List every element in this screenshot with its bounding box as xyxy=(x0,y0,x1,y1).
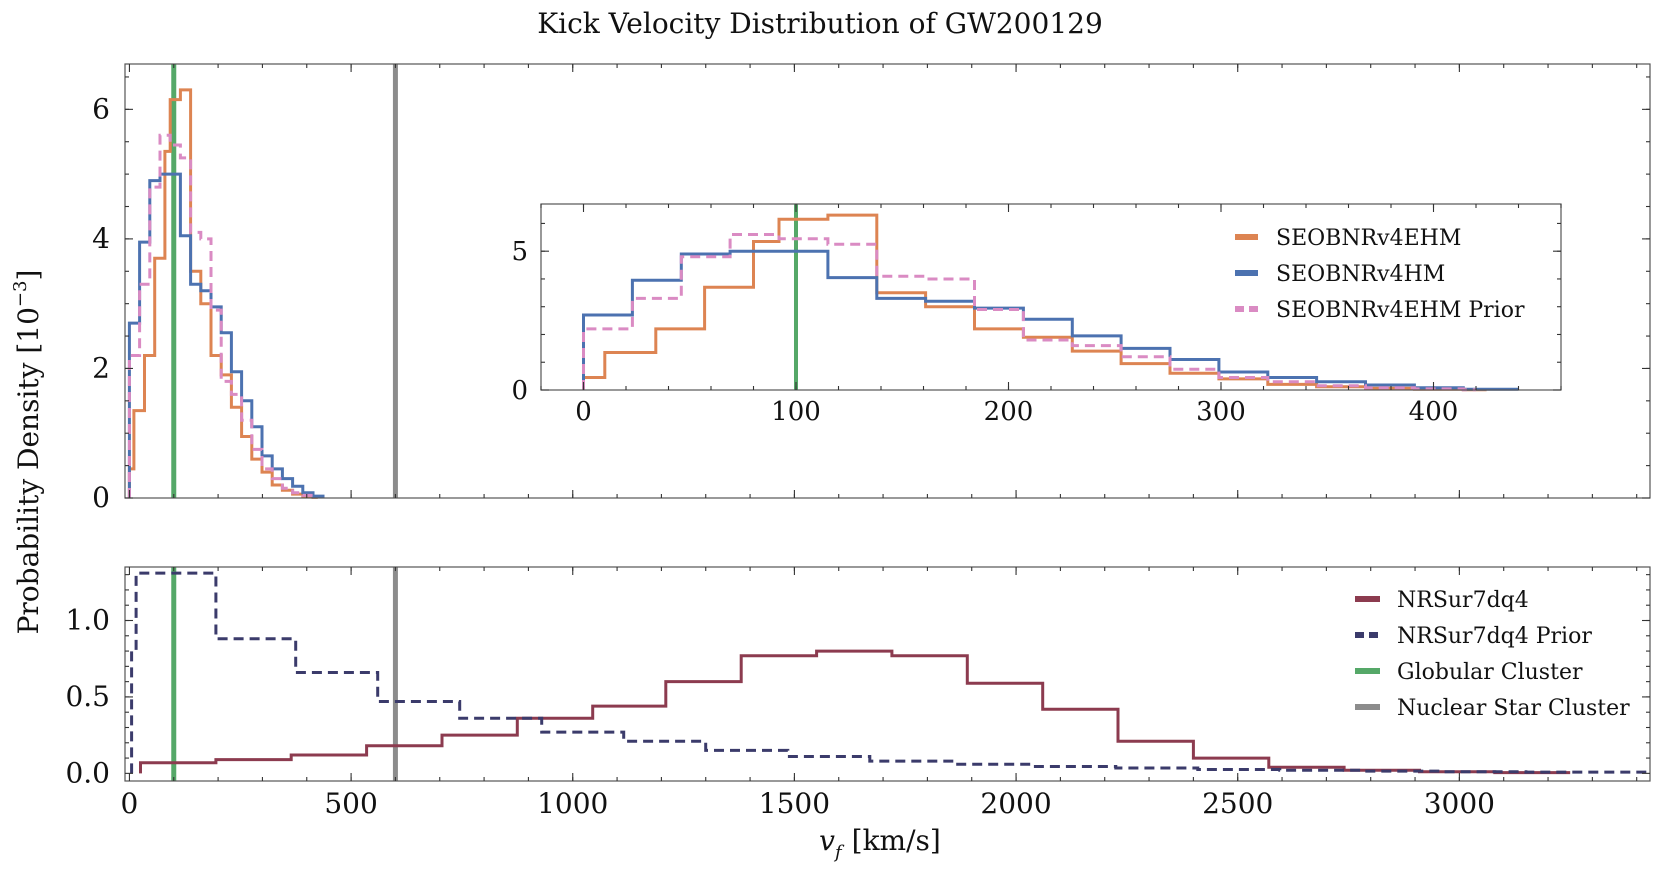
bottom-xtick-label: 2000 xyxy=(980,787,1051,820)
inset-ytick-label: 5 xyxy=(511,237,528,267)
inset-xtick-label: 100 xyxy=(771,397,821,427)
top-panel-frame xyxy=(124,63,1651,499)
bottom-xtick-label: 1000 xyxy=(537,787,608,820)
bottom-legend: NRSur7dq4 NRSur7dq4 Prior Globular Clust… xyxy=(1355,588,1630,721)
bottom-xtick-label: 500 xyxy=(324,787,377,820)
bottom-series-nrsur7dq4-prior xyxy=(130,571,1650,774)
inset-x-tick-labels: 0 100 200 300 400 xyxy=(575,397,1458,427)
inset-panel: 0 100 200 300 400 05 SEOBNRv4EHM SEOBNRv4HM … xyxy=(511,203,1562,427)
inset-xtick-label: 0 xyxy=(575,397,592,427)
inset-ticks xyxy=(540,204,1562,391)
bottom-xtick-label: 3000 xyxy=(1424,787,1495,820)
inset-xtick-label: 400 xyxy=(1409,397,1459,427)
bottom-xtick-label: 2500 xyxy=(1202,787,1273,820)
legend-label-globular-cluster: Globular Cluster xyxy=(1397,660,1583,685)
bottom-xtick-label: 0 xyxy=(121,787,139,820)
top-panel: 0 2 4 6 xyxy=(92,63,1651,514)
bottom-xtick-label: 1500 xyxy=(759,787,830,820)
top-panel-ticks xyxy=(125,64,1650,499)
y-axis-label-exponent: −3 xyxy=(10,281,31,308)
bottom-panel-ticks xyxy=(125,567,1650,781)
bottom-ytick-label: 0.5 xyxy=(65,680,110,713)
x-axis-label-subscript: f xyxy=(833,842,845,863)
inset-legend: SEOBNRv4EHM SEOBNRv4HM SEOBNRv4EHM Prior xyxy=(1235,226,1525,323)
bottom-series-nrsur7dq4 xyxy=(139,649,1571,775)
top-ytick-label: 2 xyxy=(92,351,110,384)
inset-series xyxy=(582,213,1519,392)
top-panel-y-tick-labels: 0 2 4 6 xyxy=(92,92,110,514)
inset-series-seobnrv4hm xyxy=(582,249,1519,391)
inset-background xyxy=(541,204,1561,390)
y-axis-label-main: Probability Density [10 xyxy=(12,307,45,634)
bottom-ytick-label: 0.0 xyxy=(65,756,110,789)
legend-label-nuclear-star-cluster: Nuclear Star Cluster xyxy=(1397,696,1630,721)
x-axis-label-main: v xyxy=(819,824,835,857)
top-series-seobnrv4ehm-prior xyxy=(127,133,316,499)
inset-xtick-label: 300 xyxy=(1196,397,1246,427)
top-panel-series xyxy=(127,88,325,499)
bottom-panel-series xyxy=(130,571,1650,775)
inset-xtick-label: 200 xyxy=(984,397,1034,427)
x-axis-label: vf [km/s] xyxy=(819,824,941,863)
top-ytick-label: 4 xyxy=(92,222,110,255)
top-ytick-label: 0 xyxy=(92,481,110,514)
legend-label-nrsur7dq4: NRSur7dq4 xyxy=(1397,588,1529,613)
top-panel-vertical-lines xyxy=(171,64,398,498)
chart-title: Kick Velocity Distribution of GW200129 xyxy=(537,7,1103,40)
x-axis-label-unit: [km/s] xyxy=(852,824,941,857)
inset-y-tick-labels: 05 xyxy=(511,237,528,406)
top-series-seobnrv4hm xyxy=(127,172,325,498)
bottom-panel: 0 500 1000 1500 2000 2500 3000 0.0 0.5 1.0 NRSur… xyxy=(65,566,1651,820)
top-series-seobnrv4ehm xyxy=(127,88,318,499)
bottom-panel-y-tick-labels: 0.0 0.5 1.0 xyxy=(65,604,110,790)
legend-label-nrsur7dq4-prior: NRSur7dq4 Prior xyxy=(1397,624,1592,649)
legend-label-seobnrv4hm: SEOBNRv4HM xyxy=(1276,262,1445,287)
inset-ytick-label: 0 xyxy=(511,376,528,406)
bottom-panel-frame xyxy=(124,566,1651,782)
bottom-panel-x-tick-labels: 0 500 1000 1500 2000 2500 3000 xyxy=(121,787,1495,820)
y-axis-label: Probability Density [10−3] xyxy=(10,270,45,635)
legend-label-seobnrv4ehm-prior: SEOBNRv4EHM Prior xyxy=(1276,298,1525,323)
top-ytick-label: 6 xyxy=(92,92,110,125)
y-axis-label-close: ] xyxy=(12,270,45,281)
bottom-ytick-label: 1.0 xyxy=(65,604,110,637)
legend-label-seobnrv4ehm: SEOBNRv4EHM xyxy=(1276,226,1461,251)
